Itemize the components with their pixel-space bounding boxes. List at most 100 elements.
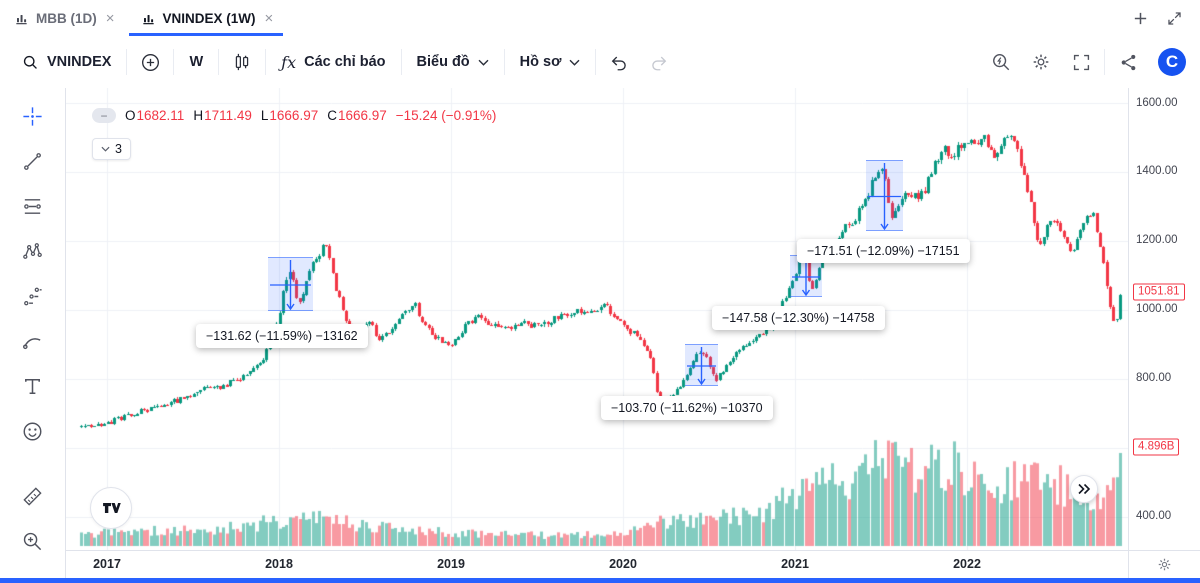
toolbar-separator <box>265 49 267 75</box>
settings-button[interactable] <box>1021 44 1061 80</box>
close-icon[interactable]: × <box>105 9 115 27</box>
axis-corner[interactable] <box>1128 551 1200 578</box>
chevron-down-icon <box>478 59 489 66</box>
crosshair-icon <box>23 106 42 126</box>
double-chevron-right-icon <box>1078 483 1091 495</box>
tab-label: VNINDEX (1W) <box>162 10 256 26</box>
go-to-latest-button[interactable] <box>1070 475 1098 503</box>
measure-label[interactable]: −171.51 (−12.09%) −17151 <box>797 239 970 263</box>
time-axis-label: 2017 <box>93 557 121 571</box>
measure-tool-button[interactable] <box>17 480 49 512</box>
chart-tab-bar: MBB (1D) × VNINDEX (1W) × <box>0 0 1200 37</box>
candles-icon <box>235 53 249 71</box>
redo-button[interactable] <box>639 44 679 80</box>
legend-change: −15.24 (−0.91%) <box>395 108 497 123</box>
volume-badge: 4.896B <box>1133 438 1180 456</box>
fx-icon: ƒx <box>281 52 297 72</box>
gear-icon <box>1033 54 1049 70</box>
crosshair-tool-button[interactable] <box>17 100 49 132</box>
emoji-smiley-icon <box>23 422 42 440</box>
share-button[interactable] <box>1108 44 1148 80</box>
emoji-tool-button[interactable] <box>17 415 49 447</box>
fib-retracement-tool-button[interactable] <box>17 190 49 222</box>
chart-type-label: Biểu đồ <box>416 54 470 70</box>
magnifier-flash-icon <box>993 54 1010 71</box>
chevron-down-icon <box>101 146 110 152</box>
time-axis-label: 2021 <box>781 557 809 571</box>
candlestick-chart-icon <box>16 14 27 24</box>
indicators-collapse-button[interactable]: 3 <box>92 138 131 160</box>
legend-close-pair: C 1666.97 <box>327 108 387 123</box>
zoom-tool-button[interactable] <box>17 525 49 557</box>
chevron-down-icon <box>569 59 580 66</box>
measure-arrows-icon <box>792 258 820 297</box>
measure-arrows-icon <box>687 347 716 386</box>
candlestick-chart-icon <box>142 14 154 24</box>
interval-button[interactable]: W <box>177 44 215 80</box>
brush-tool-button[interactable] <box>17 325 49 357</box>
elliott-wave-tool-button[interactable] <box>17 280 49 312</box>
fib-retracement-icon <box>24 198 41 214</box>
fullscreen-button[interactable] <box>1061 44 1101 80</box>
measure-label[interactable]: −103.70 (−11.62%) −10370 <box>601 396 773 420</box>
close-icon[interactable]: × <box>264 9 274 27</box>
compare-add-symbol-button[interactable] <box>130 44 170 80</box>
expand-arrows-icon <box>1167 11 1181 25</box>
toolbar-separator <box>126 49 128 75</box>
main-toolbar: VNINDEX W ƒx Các chỉ báo Biểu đồ Hồ sơ <box>0 36 1200 89</box>
legend-high-pair: H 1711.49 <box>193 108 252 123</box>
bottom-accent-bar <box>0 578 1200 583</box>
measure-label[interactable]: −147.58 (−12.30%) −14758 <box>712 306 885 330</box>
chart-style-button[interactable] <box>222 44 262 80</box>
collapse-count: 3 <box>115 142 122 156</box>
price-axis-label: 1400.00 <box>1136 165 1178 177</box>
fullscreen-icon <box>1073 54 1089 70</box>
gear-icon <box>1158 558 1171 571</box>
legend-hide-pill[interactable]: − <box>92 108 116 123</box>
measure-range-box[interactable] <box>268 257 313 311</box>
toolbar-separator <box>400 49 402 75</box>
price-axis[interactable]: 1600.00 1400.00 1200.00 1000.00 800.00 400.00… <box>1128 88 1200 550</box>
ohlc-legend: − O 1682.11 H 1711.49 L 1666.97 C 1666.97 −1… <box>92 108 496 123</box>
trendline-tool-button[interactable] <box>17 145 49 177</box>
chart-canvas[interactable] <box>66 88 1128 550</box>
measure-arrows-icon <box>868 163 901 231</box>
measure-range-box[interactable] <box>685 344 718 386</box>
time-axis-label: 2020 <box>609 557 637 571</box>
price-axis-label: 800.00 <box>1136 372 1172 384</box>
xabcd-pattern-tool-button[interactable] <box>17 235 49 267</box>
symbol-search-button[interactable]: VNINDEX <box>10 44 123 80</box>
chart-pane: − O 1682.11 H 1711.49 L 1666.97 C 1666.97 −1… <box>66 88 1128 550</box>
maximize-tabs-button[interactable] <box>1160 4 1188 32</box>
price-axis-label: 1600.00 <box>1136 97 1178 109</box>
undo-button[interactable] <box>599 44 639 80</box>
tab-mbb[interactable]: MBB (1D) × <box>0 0 127 36</box>
tab-label: MBB (1D) <box>36 10 97 26</box>
measure-range-box[interactable] <box>866 160 903 231</box>
search-icon <box>23 55 37 69</box>
price-axis-label: 1000.00 <box>1136 303 1178 315</box>
indicators-button[interactable]: ƒx Các chỉ báo <box>269 44 397 80</box>
tradingview-logo-icon <box>103 503 121 513</box>
text-tool-button[interactable] <box>17 370 49 402</box>
legend-low-pair: L 1666.97 <box>260 108 319 123</box>
text-tool-icon <box>25 378 40 394</box>
measure-arrows-icon <box>270 260 311 311</box>
trendline-icon <box>24 152 41 170</box>
chart-type-dropdown[interactable]: Biểu đồ <box>405 44 501 80</box>
redo-arrow-icon <box>652 56 667 71</box>
broker-logo[interactable]: C <box>1158 48 1186 76</box>
tab-vnindex[interactable]: VNINDEX (1W) × <box>127 0 286 36</box>
tradingview-watermark <box>90 487 132 529</box>
add-chart-tab-button[interactable] <box>1126 4 1154 32</box>
profile-dropdown[interactable]: Hồ sơ <box>508 44 593 80</box>
price-axis-label: 1200.00 <box>1136 234 1178 246</box>
measure-label[interactable]: −131.62 (−11.59%) −13162 <box>196 324 368 348</box>
xabcd-pattern-icon <box>23 242 42 259</box>
time-axis[interactable]: 2017 2018 2019 2020 2021 2022 <box>66 550 1200 578</box>
toolbar-separator <box>503 49 505 75</box>
quick-search-button[interactable] <box>981 44 1021 80</box>
time-axis-label: 2019 <box>437 557 465 571</box>
symbol-name: VNINDEX <box>47 54 112 70</box>
